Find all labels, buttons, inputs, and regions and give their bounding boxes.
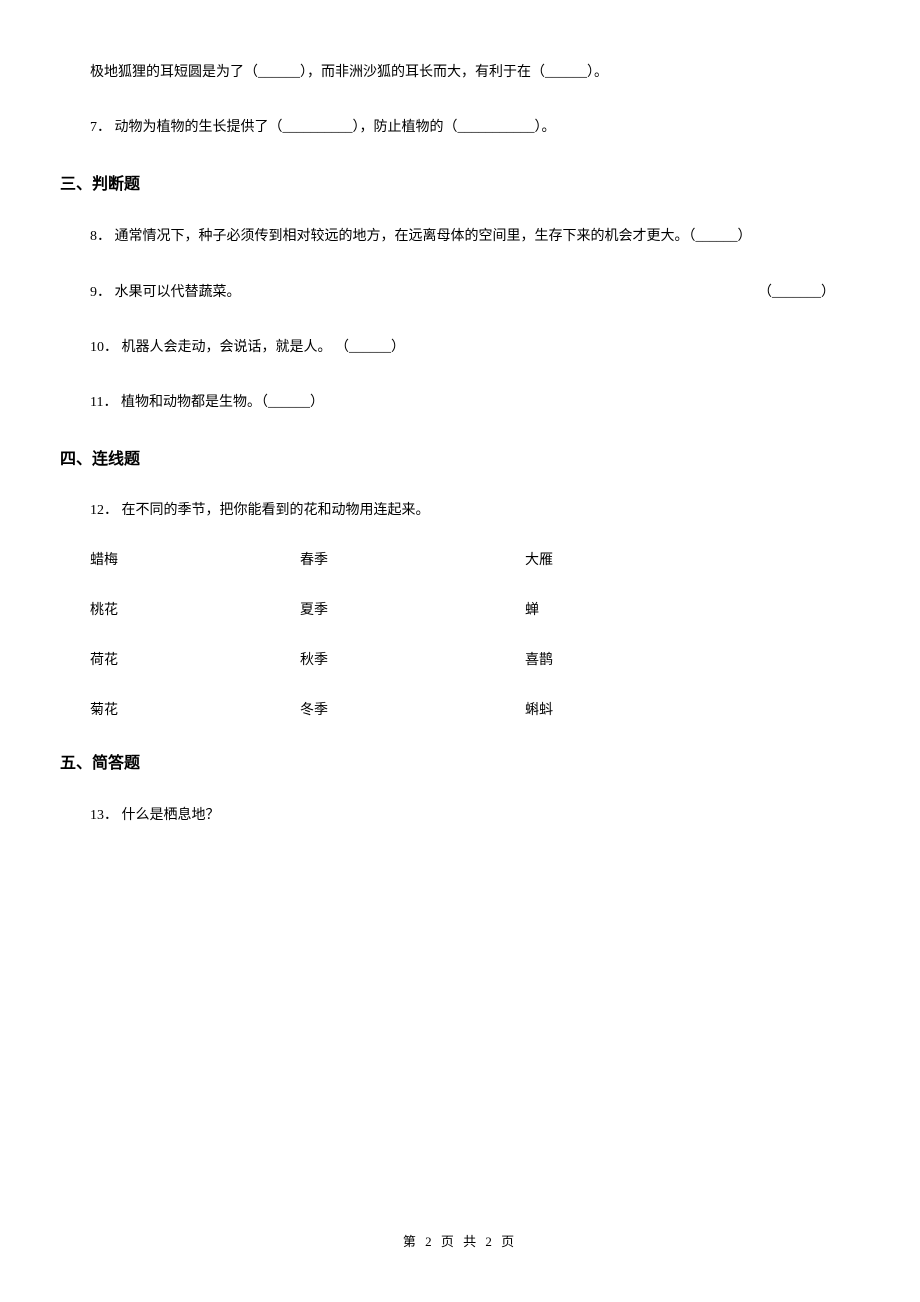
match-animal: 蝌蚪 xyxy=(525,699,835,719)
q7-text-c: ）。 xyxy=(535,120,556,135)
match-animal: 大雁 xyxy=(525,549,835,569)
match-animal: 喜鹊 xyxy=(525,649,835,669)
match-season: 冬季 xyxy=(300,699,525,719)
blank: ______ xyxy=(349,340,391,355)
q9-prefix: 9． xyxy=(90,285,111,300)
match-season: 夏季 xyxy=(300,599,525,619)
q11-end: ） xyxy=(310,395,324,410)
q8-end: ） xyxy=(738,229,752,244)
q13-prefix: 13． xyxy=(90,808,118,823)
match-animal: 蝉 xyxy=(525,599,835,619)
blank: ______ xyxy=(258,65,300,80)
question-10: 10． 机器人会走动，会说话，就是人。 （______） xyxy=(60,335,835,360)
document-content: 极地狐狸的耳短圆是为了（______），而非洲沙狐的耳长而大，有利于在（____… xyxy=(0,0,920,828)
blank: ______ xyxy=(545,65,587,80)
q11-text: 植物和动物都是生物。（ xyxy=(121,395,268,410)
q10-prefix: 10． xyxy=(90,340,118,355)
blank: __________ xyxy=(283,120,353,135)
match-flower: 菊花 xyxy=(90,699,300,719)
q7-text-a: 动物为植物的生长提供了（ xyxy=(115,120,283,135)
q6-text-a: 极地狐狸的耳短圆是为了（ xyxy=(90,65,258,80)
blank: _______ xyxy=(772,285,821,300)
q11-prefix: 11． xyxy=(90,395,117,410)
blank: ______ xyxy=(696,229,738,244)
q7-prefix: 7． xyxy=(90,120,111,135)
matching-row: 菊花 冬季 蝌蚪 xyxy=(90,699,835,719)
q7-text-b: ），防止植物的（ xyxy=(353,120,458,135)
blank: ______ xyxy=(268,395,310,410)
q10-text: 机器人会走动，会说话，就是人。 （ xyxy=(122,340,350,355)
question-12: 12． 在不同的季节，把你能看到的花和动物用连起来。 蜡梅 春季 大雁 桃花 夏… xyxy=(60,499,835,719)
matching-row: 荷花 秋季 喜鹊 xyxy=(90,649,835,669)
question-6-continuation: 极地狐狸的耳短圆是为了（______），而非洲沙狐的耳长而大，有利于在（____… xyxy=(60,60,835,85)
matching-row: 桃花 夏季 蝉 xyxy=(90,599,835,619)
q9-text: 水果可以代替蔬菜。 xyxy=(115,285,241,300)
q9-paren: （_______） xyxy=(758,280,835,305)
q12-intro-line: 12． 在不同的季节，把你能看到的花和动物用连起来。 xyxy=(90,499,835,519)
match-flower: 蜡梅 xyxy=(90,549,300,569)
q10-end: ） xyxy=(391,340,405,355)
match-season: 秋季 xyxy=(300,649,525,669)
section-4-heading: 四、连线题 xyxy=(60,445,835,469)
question-9: 9． 水果可以代替蔬菜。 （_______） xyxy=(60,280,835,305)
match-flower: 桃花 xyxy=(90,599,300,619)
q12-intro: 在不同的季节，把你能看到的花和动物用连起来。 xyxy=(122,503,430,518)
q6-text-c: ）。 xyxy=(587,65,608,80)
matching-row: 蜡梅 春季 大雁 xyxy=(90,549,835,569)
section-5-heading: 五、简答题 xyxy=(60,749,835,773)
q8-prefix: 8． xyxy=(90,229,111,244)
q8-text: 通常情况下，种子必须传到相对较远的地方，在远离母体的空间里，生存下来的机会才更大… xyxy=(115,229,696,244)
question-8: 8． 通常情况下，种子必须传到相对较远的地方，在远离母体的空间里，生存下来的机会… xyxy=(60,224,835,249)
page-footer: 第 2 页 共 2 页 xyxy=(0,1231,920,1250)
match-season: 春季 xyxy=(300,549,525,569)
question-7: 7． 动物为植物的生长提供了（__________），防止植物的（_______… xyxy=(60,115,835,140)
q6-text-b: ），而非洲沙狐的耳长而大，有利于在（ xyxy=(300,65,545,80)
question-13: 13． 什么是栖息地？ xyxy=(60,803,835,828)
section-3-heading: 三、判断题 xyxy=(60,170,835,194)
question-11: 11． 植物和动物都是生物。（______） xyxy=(60,390,835,415)
q12-prefix: 12． xyxy=(90,503,118,518)
blank: ___________ xyxy=(458,120,535,135)
q13-text: 什么是栖息地？ xyxy=(122,808,220,823)
match-flower: 荷花 xyxy=(90,649,300,669)
